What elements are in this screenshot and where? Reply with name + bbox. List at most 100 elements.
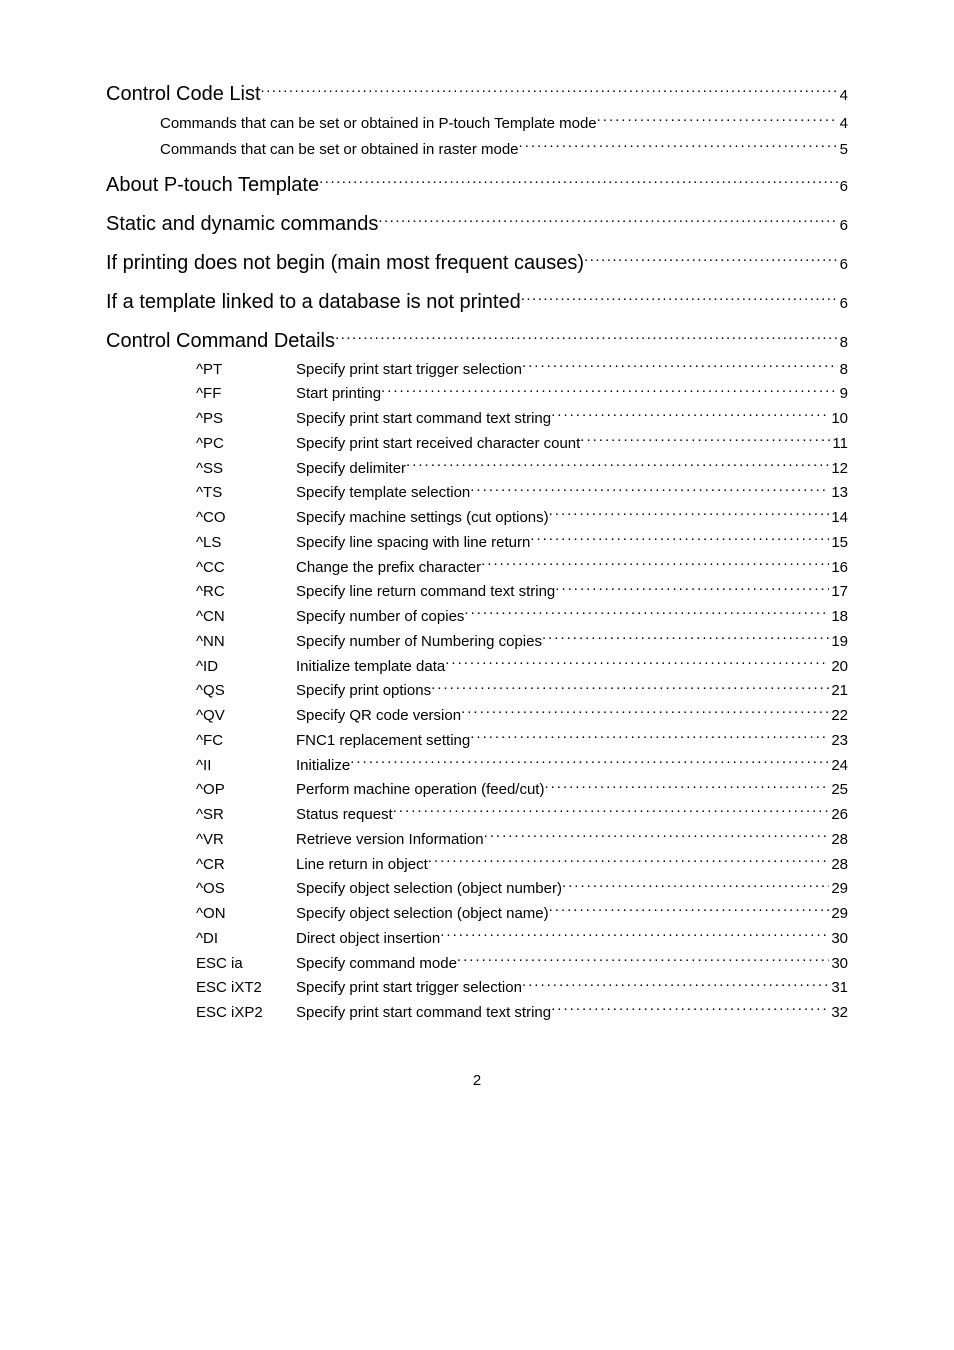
toc-entry[interactable]: ^QSSpecify print options 21: [196, 680, 848, 702]
toc-description: Specify command mode: [296, 953, 457, 975]
toc-entry[interactable]: ESC iXT2Specify print start trigger sele…: [196, 977, 848, 999]
toc-command-code: ^QS: [196, 680, 296, 702]
toc-entry[interactable]: ^PTSpecify print start trigger selection…: [196, 359, 848, 381]
toc-entry[interactable]: Control Command Details 8: [106, 327, 848, 356]
toc-page-number: 21: [829, 680, 848, 702]
toc-entry[interactable]: Commands that can be set or obtained in …: [160, 139, 848, 161]
toc-page-number: 6: [838, 176, 848, 198]
toc-leader-dots: [393, 804, 830, 819]
toc-page-number: 22: [829, 705, 848, 727]
toc-leader-dots: [406, 458, 829, 473]
toc-command-code: ^OS: [196, 878, 296, 900]
toc-entry[interactable]: ^PCSpecify print start received characte…: [196, 433, 848, 455]
toc-leader-dots: [378, 210, 837, 230]
toc-leader-dots: [457, 953, 829, 968]
toc-page-number: 10: [829, 408, 848, 430]
toc-entry[interactable]: ^RCSpecify line return command text stri…: [196, 581, 848, 603]
toc-entry[interactable]: ESC iaSpecify command mode 30: [196, 953, 848, 975]
toc-leader-dots: [440, 928, 829, 943]
toc-description: FNC1 replacement setting: [296, 730, 470, 752]
toc-entry[interactable]: ^CCChange the prefix character 16: [196, 557, 848, 579]
toc-description: Specify line spacing with line return: [296, 532, 530, 554]
toc-leader-dots: [464, 606, 829, 621]
toc-description: Status request: [296, 804, 393, 826]
toc-description: Specify print start received character c…: [296, 433, 580, 455]
toc-command-code: ^CC: [196, 557, 296, 579]
toc-page-number: 29: [829, 903, 848, 925]
toc-leader-dots: [542, 631, 829, 646]
toc-entry[interactable]: ^NNSpecify number of Numbering copies 19: [196, 631, 848, 653]
toc-entry[interactable]: ^LSSpecify line spacing with line return…: [196, 532, 848, 554]
toc-entry[interactable]: ^DIDirect object insertion 30: [196, 928, 848, 950]
toc-command-code: ^II: [196, 755, 296, 777]
toc-page-number: 8: [838, 332, 848, 354]
toc-leader-dots: [551, 1002, 829, 1017]
toc-entry[interactable]: ^OSSpecify object selection (object numb…: [196, 878, 848, 900]
toc-entry[interactable]: ^CRLine return in object 28: [196, 854, 848, 876]
toc-page-number: 25: [829, 779, 848, 801]
toc-leader-dots: [562, 878, 829, 893]
toc-entry[interactable]: ^SRStatus request 26: [196, 804, 848, 826]
toc-entry[interactable]: ^FCFNC1 replacement setting 23: [196, 730, 848, 752]
toc-description: Specify machine settings (cut options): [296, 507, 549, 529]
toc-page-number: 31: [829, 977, 848, 999]
toc-entry[interactable]: If printing does not begin (main most fr…: [106, 249, 848, 278]
toc-page-number: 5: [838, 139, 848, 161]
toc-entry[interactable]: ^FFStart printing 9: [196, 383, 848, 405]
toc-command-code: ^RC: [196, 581, 296, 603]
toc-description: Initialize: [296, 755, 350, 777]
toc-page-number: 16: [829, 557, 848, 579]
toc-title: If a template linked to a database is no…: [106, 288, 521, 317]
toc-page-number: 4: [838, 85, 848, 107]
toc-description: Specify object selection (object name): [296, 903, 549, 925]
toc-command-code: ^TS: [196, 482, 296, 504]
toc-description: Initialize template data: [296, 656, 445, 678]
toc-entry[interactable]: ^SSSpecify delimiter 12: [196, 458, 848, 480]
toc-page-number: 11: [830, 433, 848, 455]
toc-entry[interactable]: ^VRRetrieve version Information 28: [196, 829, 848, 851]
toc-leader-dots: [555, 581, 829, 596]
toc-entry[interactable]: ^QVSpecify QR code version 22: [196, 705, 848, 727]
toc-entry[interactable]: About P-touch Template 6: [106, 171, 848, 200]
toc-page-number: 23: [829, 730, 848, 752]
toc-entry[interactable]: Commands that can be set or obtained in …: [160, 113, 848, 135]
toc-page-number: 12: [829, 458, 848, 480]
toc-entry[interactable]: ESC iXP2Specify print start command text…: [196, 1002, 848, 1024]
toc-leader-dots: [461, 705, 829, 720]
toc-command-code: ^OP: [196, 779, 296, 801]
toc-page-number: 15: [829, 532, 848, 554]
toc-entry[interactable]: ^OPPerform machine operation (feed/cut) …: [196, 779, 848, 801]
toc-command-code: ^FC: [196, 730, 296, 752]
toc-page-number: 4: [838, 113, 848, 135]
toc-command-code: ESC iXP2: [196, 1002, 296, 1024]
toc-page-number: 8: [838, 359, 848, 381]
toc-entry[interactable]: ^PSSpecify print start command text stri…: [196, 408, 848, 430]
toc-entry[interactable]: ^TSSpecify template selection 13: [196, 482, 848, 504]
toc-command-code: ^PS: [196, 408, 296, 430]
toc-entry[interactable]: ^COSpecify machine settings (cut options…: [196, 507, 848, 529]
toc-page-number: 6: [838, 215, 848, 237]
toc-command-code: ^PC: [196, 433, 296, 455]
toc-title: Control Code List: [106, 80, 261, 109]
toc-page-number: 18: [829, 606, 848, 628]
toc-entry[interactable]: ^IDInitialize template data 20: [196, 656, 848, 678]
toc-page-number: 6: [838, 254, 848, 276]
toc-leader-dots: [551, 408, 829, 423]
toc-entry[interactable]: ^ONSpecify object selection (object name…: [196, 903, 848, 925]
toc-leader-dots: [445, 656, 829, 671]
toc-entry[interactable]: Static and dynamic commands 6: [106, 210, 848, 239]
toc-description: Start printing: [296, 383, 381, 405]
toc-page-number: 14: [829, 507, 848, 529]
toc-entry[interactable]: ^IIInitialize 24: [196, 755, 848, 777]
toc-command-code: ^CO: [196, 507, 296, 529]
toc-leader-dots: [549, 507, 830, 522]
toc-leader-dots: [470, 482, 829, 497]
toc-title: About P-touch Template: [106, 171, 319, 200]
toc-description: Line return in object: [296, 854, 428, 876]
toc-leader-dots: [549, 903, 830, 918]
toc-description: Direct object insertion: [296, 928, 440, 950]
toc-command-code: ^CN: [196, 606, 296, 628]
toc-entry[interactable]: If a template linked to a database is no…: [106, 288, 848, 317]
toc-entry[interactable]: ^CNSpecify number of copies 18: [196, 606, 848, 628]
toc-entry[interactable]: Control Code List 4: [106, 80, 848, 109]
